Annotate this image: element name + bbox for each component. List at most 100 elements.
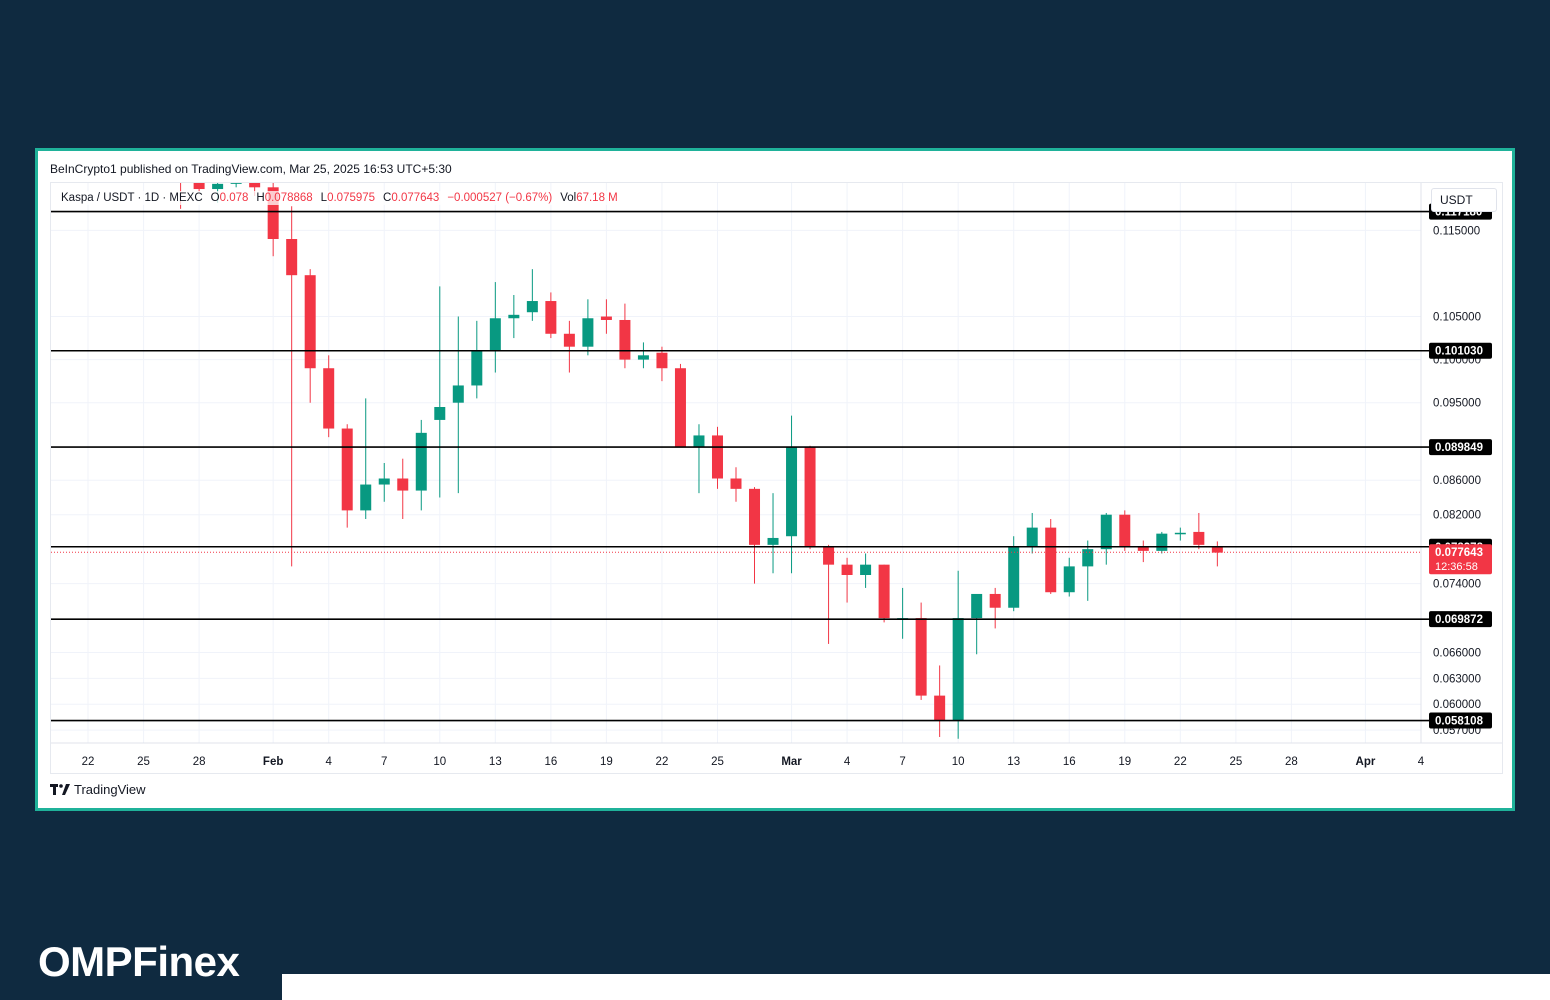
tradingview-label: TradingView (74, 782, 146, 797)
candle-body-up (971, 593, 983, 619)
x-tick-label: 10 (952, 756, 965, 768)
y-tick-label: 0.105000 (1433, 312, 1481, 324)
candle-body-down (804, 447, 816, 547)
x-tick-label: 16 (1063, 756, 1076, 768)
x-tick-label: 7 (899, 756, 905, 768)
candle-body-up (230, 183, 242, 184)
candle-body-up (378, 478, 390, 485)
level-label-bg (1429, 712, 1492, 729)
candle-body-up (1156, 533, 1168, 551)
candle-body-down (730, 478, 742, 489)
level-label-bg (1429, 611, 1492, 628)
candle-body-down (841, 564, 853, 575)
x-tick-label: 19 (1118, 756, 1131, 768)
x-tick-label: 4 (325, 756, 332, 768)
candle-body-up (415, 432, 427, 491)
candle-body-down (323, 368, 335, 429)
candle-body-down (304, 275, 316, 369)
x-tick-label: 13 (489, 756, 502, 768)
candle-body-up (860, 564, 872, 575)
y-tick-label: 0.066000 (1433, 648, 1481, 660)
candle-body-up (452, 385, 464, 403)
candle-body-down (711, 435, 723, 479)
candle-body-down (674, 368, 686, 448)
chart-frame: BeInCrypto1 published on TradingView.com… (35, 148, 1515, 811)
x-tick-label: Feb (263, 756, 283, 768)
candle-body-down (989, 593, 1001, 608)
level-label-bg (1429, 439, 1492, 456)
x-tick-label: 13 (1007, 756, 1020, 768)
legend-vol-value: 67.18 M (576, 192, 618, 204)
tradingview-brand[interactable]: TradingView (50, 782, 146, 797)
candle-body-up (1082, 549, 1094, 567)
candle-body-up (693, 435, 705, 448)
bottom-bar (282, 974, 1550, 1000)
candle-body-down (267, 187, 279, 239)
candle-body-up (212, 183, 224, 190)
candle-body-down (749, 488, 761, 545)
x-tick-label: 28 (1285, 756, 1298, 768)
legend-change: −0.000527 (−0.67%) (447, 192, 553, 204)
x-tick-label: 22 (656, 756, 669, 768)
legend-open-value: 0.078 (219, 192, 249, 204)
candle-body-down (915, 618, 927, 696)
published-line: BeInCrypto1 published on TradingView.com… (50, 162, 452, 176)
y-tick-label: 0.063000 (1433, 673, 1481, 685)
y-tick-label: 0.082000 (1433, 510, 1481, 522)
candle-body-up (767, 537, 779, 545)
candle-body-up (1008, 547, 1020, 608)
candle-body-down (286, 239, 298, 276)
legend-close-label: C (383, 192, 392, 204)
candle-body-up (786, 447, 798, 537)
candle-body-down (600, 316, 612, 320)
x-tick-label: 25 (1229, 756, 1242, 768)
ompfinex-logo: OMPFinex (38, 938, 240, 985)
candle-body-up (526, 301, 538, 313)
x-tick-label: 22 (1174, 756, 1187, 768)
candle-body-down (1211, 546, 1223, 553)
x-tick-label: 25 (137, 756, 150, 768)
last-price-countdown: 12:36:58 (1435, 561, 1478, 573)
chart-area[interactable]: 0.115000 0.105000 0.100000 0.095000 0.086000… (50, 182, 1503, 774)
currency-button[interactable]: USDT (1431, 188, 1497, 212)
candle-body-up (637, 355, 649, 360)
candle-body-down (397, 478, 409, 491)
legend-high-value: 0.078868 (264, 192, 313, 204)
candle-body-up (1026, 527, 1038, 548)
candlestick-chart[interactable]: 0.1150000.1050000.1000000.0950000.086000… (51, 183, 1503, 774)
x-tick-label: 4 (1418, 756, 1425, 768)
x-tick-label: 25 (711, 756, 724, 768)
x-tick-label: 4 (844, 756, 851, 768)
candle-body-down (545, 301, 557, 334)
candle-body-up (1063, 566, 1075, 593)
candle-body-up (489, 318, 501, 351)
y-tick-label: 0.086000 (1433, 475, 1481, 487)
x-tick-label: Apr (1356, 756, 1376, 768)
legend-open-label: O (210, 192, 220, 204)
x-tick-label: 22 (82, 756, 95, 768)
y-tick-label: 0.115000 (1433, 225, 1480, 237)
x-tick-label: 28 (193, 756, 206, 768)
x-tick-label: 7 (381, 756, 387, 768)
candle-body-up (434, 407, 446, 420)
candle-body-up (1100, 514, 1112, 550)
ohlc-legend: Kaspa / USDT · 1D · MEXC O 0.078 H 0.07886… (59, 191, 620, 205)
candle-body-down (563, 333, 575, 347)
candle-body-up (1174, 532, 1186, 535)
candle-body-down (193, 183, 205, 190)
candle-body-up (582, 318, 594, 347)
candle-body-down (1119, 514, 1131, 548)
candle-body-down (619, 319, 631, 360)
y-tick-label: 0.095000 (1433, 398, 1481, 410)
candle-body-up (952, 618, 964, 721)
level-label: 0.069872 (1435, 614, 1483, 626)
candle-body-down (823, 546, 835, 565)
candle-body-down (934, 695, 946, 721)
last-price-tag-bg (1429, 544, 1492, 575)
legend-symbol: Kaspa / USDT · 1D · MEXC (61, 192, 203, 204)
candle-body-down (341, 428, 353, 511)
y-tick-label: 0.060000 (1433, 699, 1481, 711)
x-tick-label: 10 (433, 756, 446, 768)
x-tick-label: 16 (544, 756, 557, 768)
tradingview-logo-icon (50, 784, 70, 795)
